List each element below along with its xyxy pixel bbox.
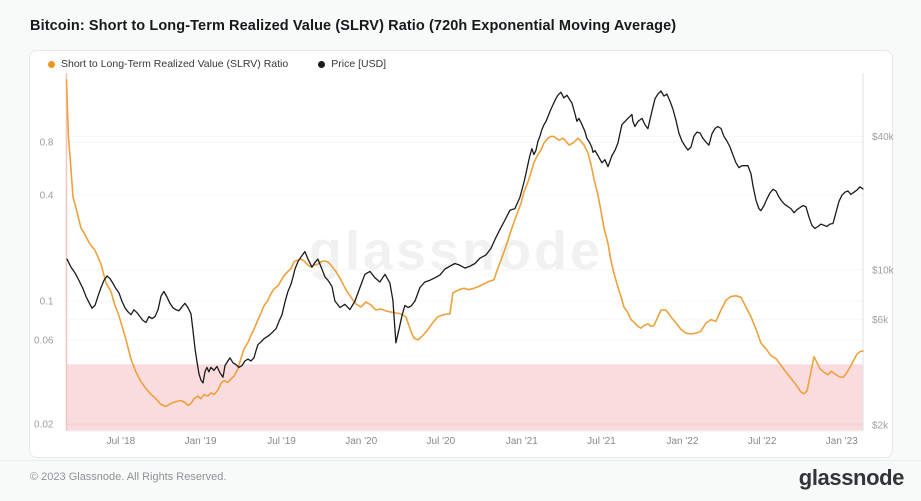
x-tick-label: Jan '23 (826, 436, 858, 447)
x-tick-label: Jan '20 (345, 436, 377, 447)
x-tick-label: Jul '21 (587, 436, 616, 447)
x-tick-label: Jan '22 (666, 436, 698, 447)
watermark: glassnode (309, 221, 603, 281)
y-right-tick-label: $10k (872, 266, 894, 277)
x-tick-label: Jul '20 (427, 436, 456, 447)
legend-item-price[interactable]: Price [USD] (318, 58, 386, 70)
y-left-tick-label: 0.1 (40, 297, 54, 308)
legend-label-price: Price [USD] (331, 58, 387, 70)
x-tick-label: Jul '22 (748, 436, 777, 447)
x-tick-label: Jul '18 (107, 436, 136, 447)
low-zone-band (66, 364, 863, 431)
x-tick-label: Jul '19 (267, 436, 296, 447)
page-title: Bitcoin: Short to Long-Term Realized Val… (30, 17, 677, 34)
price-series-line (66, 90, 864, 384)
chart-card: glassnode 0.8 0.4 0.1 0.06 0.02 $40k $10k $6k $2k… (29, 50, 894, 458)
price-legend-dot-icon (318, 60, 326, 68)
y-right-tick-label: $6k (872, 315, 889, 326)
legend-item-slrv[interactable]: Short to Long-Term Realized Value (SLRV)… (48, 58, 288, 70)
slrv-chart: glassnode 0.8 0.4 0.1 0.06 0.02 $40k $10k $6k $2k… (34, 73, 894, 447)
copyright-text: © 2023 Glassnode. All Rights Reserved. (30, 471, 227, 483)
y-left-tick-label: 0.8 (40, 138, 54, 149)
y-left-tick-label: 0.4 (40, 191, 54, 202)
legend-label-slrv: Short to Long-Term Realized Value (SLRV)… (61, 58, 289, 70)
x-tick-label: Jan '21 (506, 436, 538, 447)
y-left-tick-label: 0.02 (34, 420, 54, 431)
y-left-tick-label: 0.06 (34, 336, 54, 347)
footer: © 2023 Glassnode. All Rights Reserved. g… (0, 460, 921, 501)
y-right-tick-label: $40k (872, 132, 894, 143)
y-right-tick-label: $2k (872, 421, 889, 432)
slrv-series-line (65, 79, 864, 408)
slrv-legend-dot-icon (48, 60, 55, 68)
glassnode-logo[interactable]: glassnode (798, 465, 905, 490)
x-tick-label: Jan '19 (185, 436, 217, 447)
chart-legend: Short to Long-Term Realized Value (SLRV)… (48, 58, 386, 70)
